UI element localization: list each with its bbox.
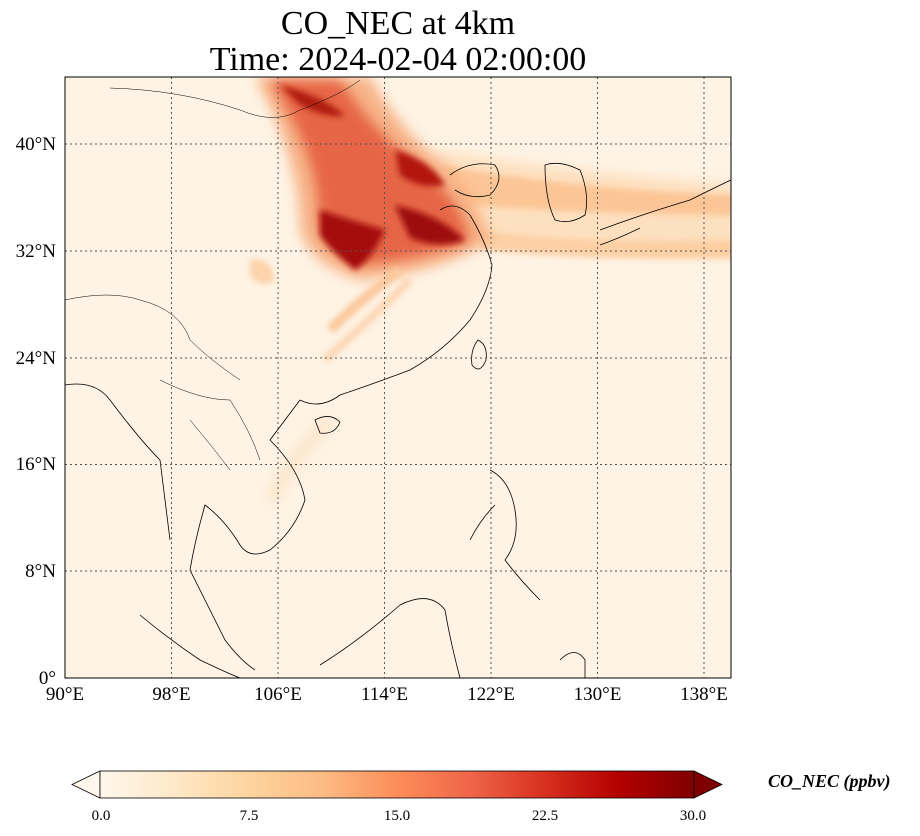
plume-japan-band bbox=[480, 230, 731, 259]
colorbar-extend-low bbox=[71, 770, 101, 799]
plume-diagonal-south bbox=[263, 415, 335, 504]
lon-tick-label: 90°E bbox=[46, 684, 84, 705]
plume-north-china-core-c bbox=[395, 150, 445, 187]
coast-japan bbox=[599, 179, 731, 246]
co-concentration-field bbox=[250, 77, 731, 504]
lon-tick-label: 114°E bbox=[361, 684, 408, 705]
colorbar-extend-high bbox=[693, 770, 723, 799]
lat-tick-label: 24°N bbox=[16, 348, 57, 369]
lon-tick-label: 122°E bbox=[467, 684, 515, 705]
map-frame bbox=[64, 76, 732, 679]
colorbar-tick-label: 15.0 bbox=[384, 808, 410, 824]
colorbar-tick-label: 7.5 bbox=[240, 808, 259, 824]
chart-title: CO_NEC at 4km bbox=[280, 5, 516, 42]
lat-tick-label: 8°N bbox=[25, 561, 56, 582]
lon-tick-label: 98°E bbox=[152, 684, 190, 705]
plume-north-china-core-a bbox=[280, 85, 345, 117]
coast-indochina bbox=[189, 399, 306, 671]
coastlines bbox=[65, 79, 731, 678]
coast-china bbox=[299, 205, 493, 405]
coast-hainan bbox=[314, 416, 341, 434]
plume-north-china-core-d bbox=[395, 205, 465, 245]
gridlines bbox=[65, 77, 731, 678]
colorbar-label: CO_NEC (ppbv) bbox=[768, 771, 891, 791]
plume-south-streak-2 bbox=[322, 277, 413, 363]
colorbar-tick-label: 22.5 bbox=[532, 808, 558, 824]
lat-tick-label: 40°N bbox=[16, 134, 57, 155]
coast-sumatra bbox=[139, 614, 241, 678]
coast-bohai bbox=[449, 163, 500, 198]
lon-tick-labels: 90°E 98°E 106°E 114°E 122°E 130°E 138°E bbox=[46, 684, 728, 705]
plume-south-streak-1 bbox=[326, 266, 404, 334]
coast-new-guinea bbox=[559, 652, 586, 678]
lat-tick-label: 16°N bbox=[16, 454, 57, 475]
coast-taiwan bbox=[471, 339, 487, 370]
lat-tick-label: 32°N bbox=[16, 241, 57, 262]
plume-west-blob bbox=[250, 259, 275, 284]
lon-tick-label: 106°E bbox=[254, 684, 302, 705]
colorbar-tick-label: 0.0 bbox=[92, 808, 111, 824]
chart-subtitle-time: Time: 2024-02-04 02:00:00 bbox=[209, 41, 587, 78]
lon-tick-label: 138°E bbox=[680, 684, 728, 705]
lon-tick-label: 130°E bbox=[574, 684, 622, 705]
coast-bay-of-bengal bbox=[65, 383, 171, 541]
lat-tick-label: 0° bbox=[39, 668, 56, 689]
lat-tick-labels: 0° 8°N 16°N 24°N 32°N 40°N bbox=[16, 134, 57, 689]
colorbar-tick-labels: 0.0 7.5 15.0 22.5 30.0 bbox=[92, 808, 707, 824]
coast-philippines bbox=[469, 469, 541, 601]
colorbar-tick-label: 30.0 bbox=[680, 808, 706, 824]
coast-korea bbox=[544, 162, 588, 223]
plume-north-china-core-b bbox=[320, 210, 385, 270]
colorbar-gradient bbox=[99, 770, 695, 799]
coast-borneo bbox=[319, 598, 461, 678]
colorbar bbox=[71, 770, 723, 799]
border-inland bbox=[65, 79, 361, 471]
